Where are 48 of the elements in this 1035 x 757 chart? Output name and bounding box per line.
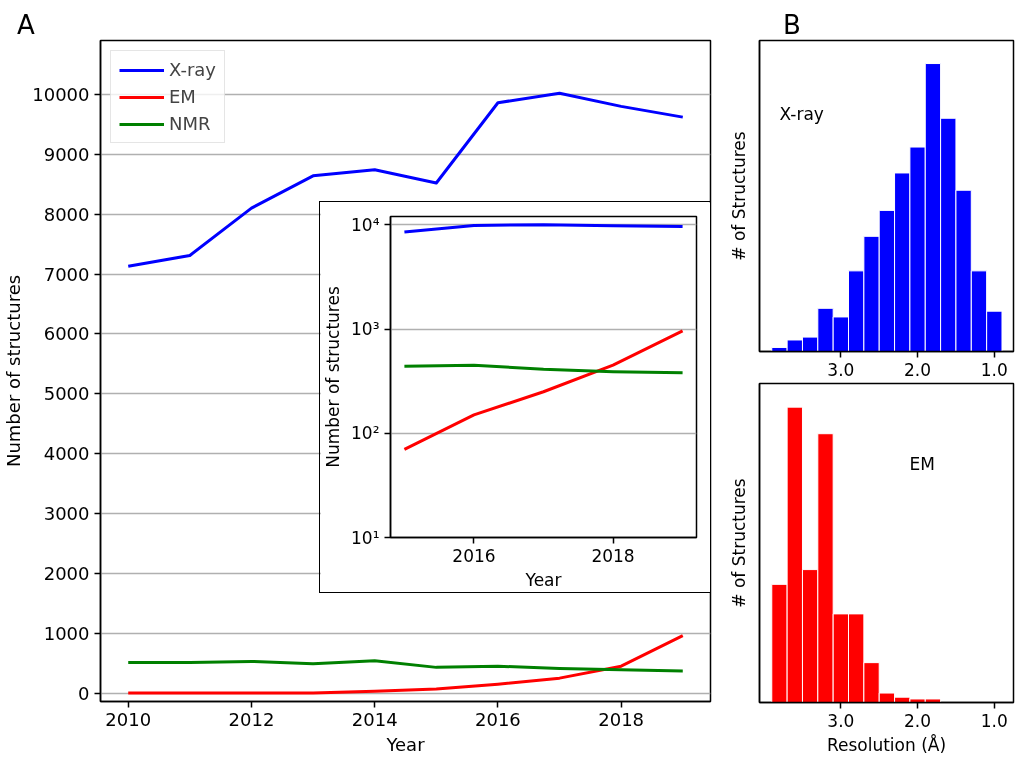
text: X-ray [779,103,824,124]
x-tick-label: 3.0 [827,710,855,731]
y-tick-label: 5000 [43,383,90,405]
line-series [402,329,685,451]
y-axis-title: # of Structures [728,478,749,608]
y-tick-label: 10¹ [351,527,380,548]
x-axis-title: Year [524,569,562,590]
y-axis-title: Number of structures [323,286,344,468]
x-tick-label: 2.0 [904,710,932,731]
y-axis-title: Number of structures [3,274,25,468]
y-tick-label: 10000 [32,83,90,105]
text: A [17,9,35,42]
y-tick-label: 0 [78,682,90,704]
y-tick-label: 10⁴ [351,214,380,235]
x-tick-label: 3.0 [827,359,855,380]
x-tick-label: 1.0 [980,359,1008,380]
x-tick-label: 2018 [598,708,645,730]
y-tick-label: 7000 [43,263,90,285]
line-series [402,223,685,234]
y-tick-label: 4000 [43,443,90,465]
y-axis-title: # of Structures [728,131,749,261]
x-tick-label: 2014 [351,708,398,730]
legend-label: NMR [169,113,211,134]
y-tick-label: 10³ [351,319,380,339]
line-series [126,634,685,695]
x-tick-label: 2016 [452,545,496,566]
y-tick-label: 10² [351,423,380,444]
y-tick-label: 8000 [43,203,90,225]
x-tick-label: 2012 [228,708,275,730]
line-series [126,659,685,673]
legend-label: X-ray [169,59,217,80]
line-series [402,363,685,375]
y-tick-label: 6000 [43,323,90,345]
x-tick-label: 2.0 [904,359,932,380]
text: B [783,9,801,42]
text: EM [909,453,935,474]
x-axis-title: Year [385,733,426,755]
y-tick-label: 9000 [43,143,90,165]
legend-label: EM [169,86,196,107]
x-tick-label: 2010 [105,708,152,730]
x-tick-label: 2018 [591,545,635,566]
line-series [126,91,685,268]
y-tick-label: 1000 [43,622,90,644]
x-axis-title: Resolution (Å) [826,733,947,755]
x-tick-label: 2016 [475,708,521,730]
y-tick-label: 2000 [43,562,90,584]
y-tick-label: 3000 [43,503,90,524]
x-tick-label: 1.0 [980,710,1008,731]
